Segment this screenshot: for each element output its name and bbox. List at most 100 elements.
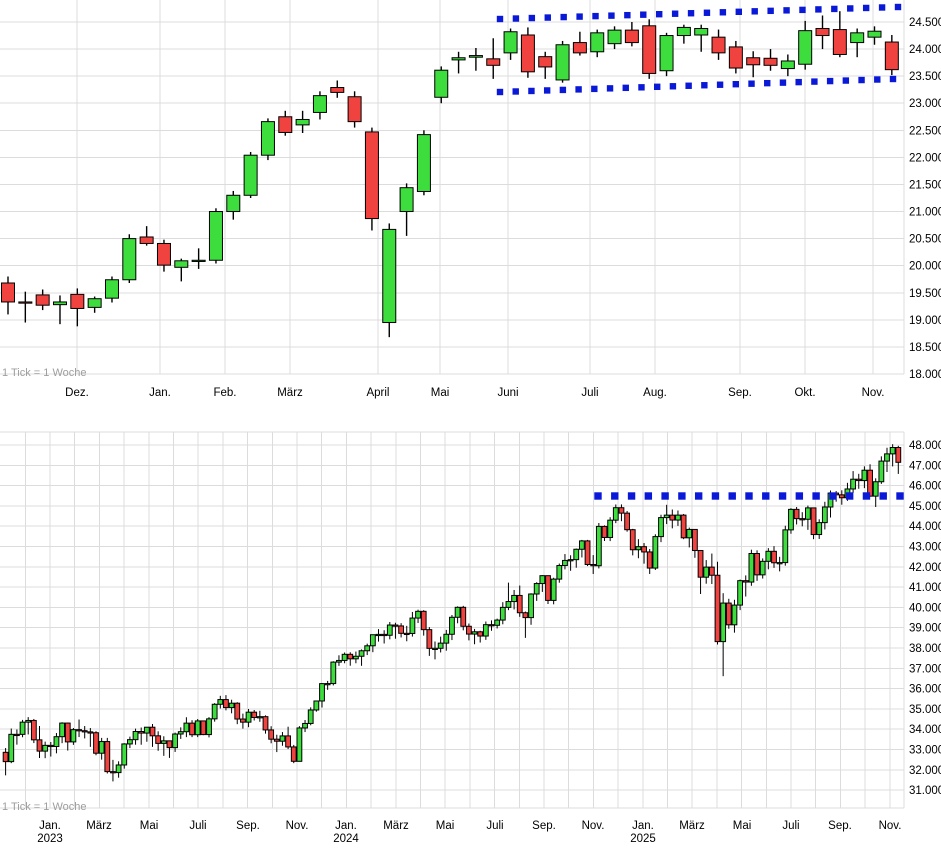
candle-up: [330, 661, 337, 685]
upper-channel-line-dot: [735, 8, 742, 15]
x-axis-label: Juli: [782, 820, 799, 832]
candle-down: [347, 96, 362, 123]
candle-down: [832, 29, 847, 55]
candle-up: [358, 650, 365, 657]
candle-up: [720, 602, 727, 643]
candle-down: [618, 507, 625, 514]
candle-down: [2, 751, 9, 763]
horizontal-resistance-line-dot: [661, 492, 669, 500]
candle-up: [437, 642, 444, 649]
lower-weekly-candle-chart: 48.000 47.000 46.000 45.000 44.000 43.000 42.0…: [0, 431, 941, 845]
x-axis-label: März: [277, 387, 303, 399]
candle-up: [872, 481, 879, 497]
candle-up: [694, 27, 709, 36]
candle-down: [93, 732, 99, 754]
x-axis-label: Okt.: [794, 387, 815, 399]
candle-down: [692, 528, 698, 552]
lower-channel-line-dot: [685, 82, 692, 89]
lower-channel-line-dot: [701, 82, 708, 89]
candle-down: [746, 57, 761, 66]
candle-up: [550, 578, 557, 601]
candle-up: [703, 566, 710, 578]
upper-channel-line-dot: [512, 15, 520, 22]
candle-down: [149, 726, 156, 737]
candle-up: [19, 721, 26, 735]
candle-down: [466, 625, 472, 635]
candle-up: [409, 617, 416, 634]
candle-up: [612, 507, 619, 521]
x-axis-label: Jan.: [335, 820, 357, 832]
upper-channel-line-dot: [671, 10, 679, 17]
candle-up: [194, 720, 201, 736]
horizontal-resistance-line-dot: [728, 492, 736, 500]
candle-up: [211, 703, 218, 720]
upper-channel-line-dot: [894, 3, 902, 11]
candle-up: [324, 683, 331, 686]
candle-up: [505, 601, 512, 608]
candle-up: [52, 301, 67, 306]
candle-down: [725, 602, 732, 626]
lower-channel-line-dot: [528, 87, 535, 95]
lower-channel-line-dot: [874, 76, 881, 83]
candle-down: [200, 720, 207, 736]
upper-channel-line-dot: [751, 8, 758, 15]
y-axis-label: 36.000: [909, 684, 941, 696]
x-axis-label: Sep.: [828, 820, 852, 832]
upper-channel-line-dot: [528, 14, 536, 22]
upper-channel-line-dot: [560, 13, 567, 21]
candle-up: [555, 44, 570, 81]
candle-up: [731, 604, 738, 626]
candle-up: [780, 60, 795, 70]
horizontal-resistance-line-dot: [879, 492, 887, 500]
candle-up: [878, 460, 885, 483]
upper-channel-line-dot: [496, 15, 504, 23]
lower-channel-line-dot: [811, 78, 818, 85]
candle-down: [669, 514, 676, 521]
x-axis-label: Juni: [497, 387, 518, 399]
candle-up: [228, 702, 235, 709]
x-axis-label: Sep.: [532, 820, 556, 832]
x-axis-label: Jan.: [39, 820, 61, 832]
candle-down: [708, 566, 715, 576]
candle-down: [711, 36, 726, 54]
candle-up: [821, 506, 828, 524]
y-axis-label: 33.000: [909, 745, 941, 757]
lower-channel-line-dot: [764, 79, 771, 87]
candle-up: [889, 446, 896, 455]
x-axis-label: Mai: [431, 387, 450, 399]
candle-up: [70, 729, 77, 743]
upper-channel-line-dot: [608, 12, 615, 19]
candle-down: [545, 575, 551, 601]
candle-up: [503, 31, 518, 54]
axis-labels: 24.500 24.000 23.500 23.000 22.500 22.000 21.5…: [65, 17, 941, 399]
candle-up: [528, 593, 534, 619]
candle-down: [799, 518, 806, 521]
y-axis-label: 21.000: [909, 207, 941, 219]
candle-up: [399, 187, 414, 213]
candle-up: [434, 69, 449, 98]
lower-channel-line-dot: [669, 83, 677, 90]
candle-up: [87, 298, 102, 308]
candle-up: [776, 562, 783, 565]
candle-up: [260, 121, 275, 156]
y-axis-label: 37.000: [909, 663, 941, 675]
candle-up: [573, 548, 580, 561]
candle-up: [226, 194, 241, 213]
candle-down: [641, 546, 647, 553]
candle-up: [635, 546, 642, 551]
candle-up: [579, 540, 585, 550]
y-axis-label: 20.000: [909, 261, 941, 273]
candle-up: [451, 57, 466, 61]
horizontal-resistance-line-dot: [845, 492, 854, 500]
candle-up: [449, 616, 455, 635]
candle-down: [516, 594, 523, 614]
upper-channel-line-dot: [544, 14, 551, 21]
candle-down: [522, 612, 529, 619]
lower-channel-line-dot: [826, 77, 834, 85]
candle-down: [572, 42, 587, 54]
candle-down: [488, 624, 495, 627]
candle-up: [177, 731, 184, 735]
upper-channel-line-dot: [703, 9, 711, 16]
candle-up: [115, 764, 122, 774]
